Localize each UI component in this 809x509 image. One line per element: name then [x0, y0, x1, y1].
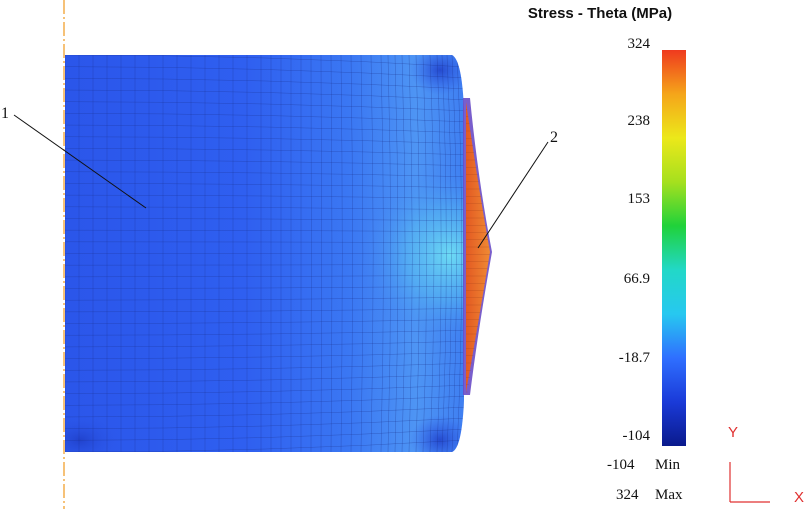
legend-min-value: -104	[607, 457, 635, 473]
legend-max-value: 324	[616, 487, 639, 503]
legend-title: Stress - Theta (MPa)	[527, 5, 673, 22]
legend-tick-324: 324	[627, 36, 651, 52]
legend-tick-153: 153	[627, 191, 651, 207]
legend-color-bar	[662, 50, 686, 446]
legend-tick-neg-104: -104	[622, 428, 651, 444]
axis-label-x: X	[794, 489, 805, 506]
mesh-body	[65, 55, 464, 452]
callout-label-2: 2	[550, 129, 558, 146]
callout-label-1: 1	[1, 105, 9, 122]
legend-max-label: Max	[655, 487, 683, 503]
contact-ring	[463, 98, 492, 395]
callout-1-leader	[13, 114, 147, 209]
legend-tick-66-9: 66.9	[623, 271, 650, 287]
axis-triad	[729, 462, 770, 503]
legend-tick-238: 238	[627, 113, 651, 129]
axis-label-y: Y	[728, 424, 739, 441]
legend-tick-neg-18-7: -18.7	[618, 350, 650, 366]
legend-min-label: Min	[655, 457, 681, 473]
callout-2-leader	[477, 141, 549, 249]
